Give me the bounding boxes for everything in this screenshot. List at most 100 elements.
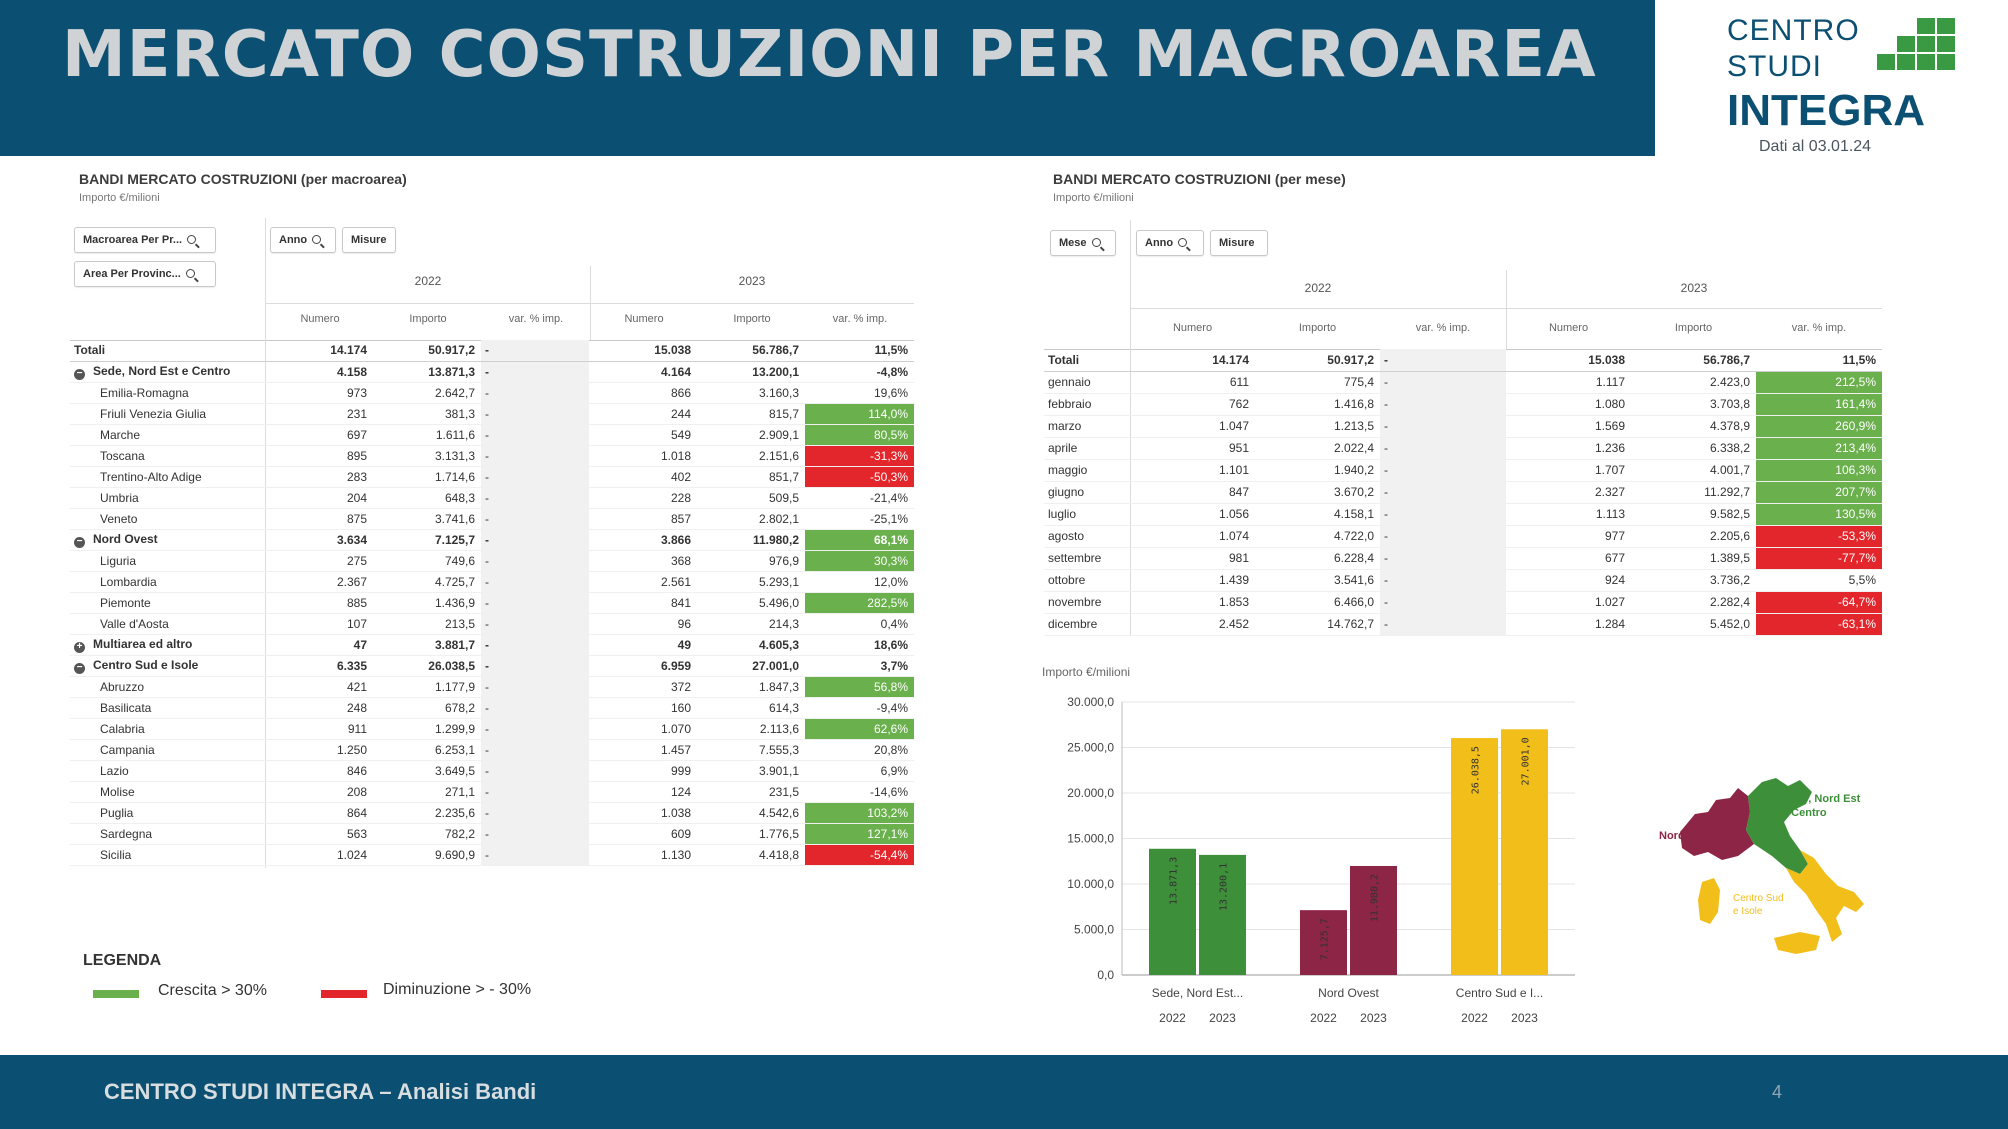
page-number: 4	[1772, 1082, 1783, 1102]
chart-year-tick-label: 2022	[1461, 1011, 1488, 1025]
row-label: marzo	[1044, 415, 1131, 438]
cell-numero-2022: 895	[265, 445, 373, 467]
cell-importo-2023: 214,3	[697, 613, 805, 635]
cell-numero-2022: 846	[265, 760, 373, 782]
cell-numero-2022: 951	[1130, 437, 1255, 460]
cell-importo-2023: 2.423,0	[1631, 371, 1756, 394]
table-row[interactable]: maggio 1.101 1.940,2-1.707 4.001,7 106,3%	[1044, 459, 1882, 482]
area-provincia-filter-button[interactable]: Area Per Provinc...	[74, 261, 216, 287]
table-row[interactable]: − Nord Ovest 3.634 7.125,7-3.866 11.980,2 68,…	[70, 529, 914, 551]
chart-data-label: 13.871,3	[1169, 857, 1180, 905]
cell-importo-2023: 231,5	[697, 781, 805, 803]
cell-importo-2022: 50.917,2	[1255, 349, 1380, 372]
cell-var-2022: -	[481, 634, 589, 656]
cell-numero-2023: 549	[589, 424, 697, 446]
right-col-numero-2023: Numero	[1548, 322, 1589, 334]
macroarea-filter-label: Macroarea Per Pr...	[83, 234, 183, 246]
table-row[interactable]: Lombardia 2.367 4.725,7-2.561 5.293,1 12,0%	[70, 571, 914, 593]
table-row[interactable]: Sardegna 563 782,2-609 1.776,5 127,1%	[70, 823, 914, 845]
table-row[interactable]: Campania 1.250 6.253,1-1.457 7.555,3 20,8%	[70, 739, 914, 761]
left-panel-title: BANDI MERCATO COSTRUZIONI (per macroarea…	[79, 171, 407, 187]
table-row[interactable]: Marche 697 1.611,6-549 2.909,1 80,5%	[70, 424, 914, 446]
table-row[interactable]: Friuli Venezia Giulia 231 381,3-244 815,7 11…	[70, 403, 914, 425]
table-row[interactable]: Calabria 911 1.299,9-1.070 2.113,6 62,6%	[70, 718, 914, 740]
row-label: Veneto	[70, 508, 266, 530]
misure-filter-button-right[interactable]: Misure	[1210, 230, 1268, 256]
cell-numero-2022: 1.074	[1130, 525, 1255, 548]
cell-var-2022: -	[481, 424, 589, 446]
right-col-importo-2022: Importo	[1298, 322, 1337, 334]
chart-bar	[1149, 848, 1196, 975]
table-row[interactable]: Trentino-Alto Adige 283 1.714,6-402 851,7 -5…	[70, 466, 914, 488]
cell-var-2023: 0,4%	[805, 613, 914, 635]
table-row[interactable]: marzo 1.047 1.213,5-1.569 4.378,9 260,9%	[1044, 415, 1882, 438]
table-row[interactable]: Valle d'Aosta 107 213,5-96 214,3 0,4%	[70, 613, 914, 635]
legend-label-diminuzione: Diminuzione > - 30%	[383, 981, 532, 998]
cell-numero-2023: 1.027	[1506, 591, 1631, 614]
table-row[interactable]: dicembre 2.452 14.762,7-1.284 5.452,0 -63,1%	[1044, 613, 1882, 636]
collapse-icon[interactable]: −	[74, 368, 85, 380]
cell-numero-2022: 47	[265, 634, 373, 656]
table-row[interactable]: − Sede, Nord Est e Centro 4.158 13.871,3-4.…	[70, 361, 914, 383]
table-row[interactable]: Liguria 275 749,6-368 976,9 30,3%	[70, 550, 914, 572]
table-row[interactable]: Totali 14.174 50.917,2-15.038 56.786,7 11,5%	[1044, 349, 1882, 372]
table-row[interactable]: ottobre 1.439 3.541,6-924 3.736,2 5,5%	[1044, 569, 1882, 592]
map-label-centro-sud: Centro Sud e Isole	[1733, 893, 1786, 917]
map-region-sicilia	[1774, 932, 1820, 954]
table-row[interactable]: giugno 847 3.670,2-2.327 11.292,7 207,7%	[1044, 481, 1882, 504]
table-row[interactable]: Veneto 875 3.741,6-857 2.802,1 -25,1%	[70, 508, 914, 530]
cell-numero-2023: 841	[589, 592, 697, 614]
cell-numero-2022: 2.452	[1130, 613, 1255, 636]
table-row[interactable]: gennaio 611 775,4-1.117 2.423,0 212,5%	[1044, 371, 1882, 394]
row-label: Totali	[70, 340, 266, 362]
table-row[interactable]: settembre 981 6.228,4-677 1.389,5 -77,7%	[1044, 547, 1882, 570]
cell-var-2023: 213,4%	[1756, 437, 1882, 460]
cell-importo-2022: 1.940,2	[1255, 459, 1380, 482]
table-row[interactable]: Lazio 846 3.649,5-999 3.901,1 6,9%	[70, 760, 914, 782]
mese-filter-button[interactable]: Mese	[1050, 230, 1116, 256]
cell-importo-2022: 1.436,9	[373, 592, 481, 614]
table-row[interactable]: Abruzzo 421 1.177,9-372 1.847,3 56,8%	[70, 676, 914, 698]
cell-var-2022: -	[481, 760, 589, 782]
table-row[interactable]: Sicilia 1.024 9.690,9-1.130 4.418,8 -54,4%	[70, 844, 914, 866]
cell-var-2023: 68,1%	[805, 529, 914, 551]
cell-var-2022: -	[481, 382, 589, 404]
row-label: − Nord Ovest	[70, 529, 266, 551]
legend-swatch-diminuzione	[321, 990, 367, 998]
table-row[interactable]: Umbria 204 648,3-228 509,5 -21,4%	[70, 487, 914, 509]
cell-importo-2022: 3.741,6	[373, 508, 481, 530]
map-region-centro-sud	[1786, 850, 1864, 942]
row-label-text: Nord Ovest	[93, 531, 158, 546]
table-row[interactable]: agosto 1.074 4.722,0-977 2.205,6 -53,3%	[1044, 525, 1882, 548]
table-row[interactable]: aprile 951 2.022,4-1.236 6.338,2 213,4%	[1044, 437, 1882, 460]
cell-var-2022: -	[1380, 569, 1506, 592]
table-row[interactable]: + Multiarea ed altro 47 3.881,7-49 4.605,3 18…	[70, 634, 914, 656]
legend-swatch-crescita	[93, 990, 139, 998]
expand-icon[interactable]: +	[74, 641, 85, 653]
chart-y-tick-label: 0,0	[1097, 968, 1114, 982]
table-row[interactable]: Totali 14.174 50.917,2-15.038 56.786,7 11,5%	[70, 340, 914, 362]
collapse-icon[interactable]: −	[74, 662, 85, 674]
macroarea-filter-button[interactable]: Macroarea Per Pr...	[74, 227, 216, 253]
collapse-icon[interactable]: −	[74, 536, 85, 548]
table-row[interactable]: novembre 1.853 6.466,0-1.027 2.282,4 -64,7%	[1044, 591, 1882, 614]
table-row[interactable]: luglio 1.056 4.158,1-1.113 9.582,5 130,5%	[1044, 503, 1882, 526]
chart-category-label: Nord Ovest	[1318, 986, 1379, 1000]
table-row[interactable]: Toscana 895 3.131,3-1.018 2.151,6 -31,3%	[70, 445, 914, 467]
table-row[interactable]: Piemonte 885 1.436,9-841 5.496,0 282,5%	[70, 592, 914, 614]
table-row[interactable]: Emilia-Romagna 973 2.642,7-866 3.160,3 19,6%	[70, 382, 914, 404]
table-row[interactable]: Puglia 864 2.235,6-1.038 4.542,6 103,2%	[70, 802, 914, 824]
anno-filter-button[interactable]: Anno	[270, 227, 336, 253]
map-label-centro-sud-line1: Centro Sud	[1733, 893, 1784, 904]
chart-data-label: 27.001,0	[1521, 737, 1532, 785]
chart-year-tick-label: 2022	[1310, 1011, 1337, 1025]
table-row[interactable]: Molise 208 271,1-124 231,5 -14,6%	[70, 781, 914, 803]
table-row[interactable]: Basilicata 248 678,2-160 614,3 -9,4%	[70, 697, 914, 719]
misure-filter-button[interactable]: Misure	[342, 227, 396, 253]
table-row[interactable]: − Centro Sud e Isole 6.335 26.038,5-6.959 27…	[70, 655, 914, 677]
anno-filter-button-right[interactable]: Anno	[1136, 230, 1204, 256]
cell-var-2022: -	[1380, 591, 1506, 614]
cell-numero-2023: 1.018	[589, 445, 697, 467]
cell-var-2023: 3,7%	[805, 655, 914, 677]
table-row[interactable]: febbraio 762 1.416,8-1.080 3.703,8 161,4%	[1044, 393, 1882, 416]
